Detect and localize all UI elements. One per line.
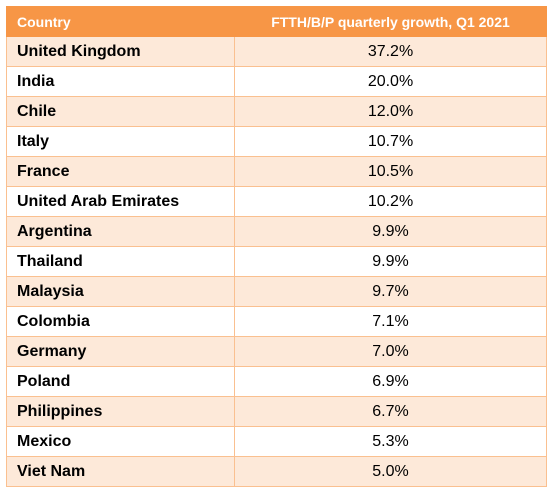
table-row: Philippines 6.7%: [6, 396, 547, 427]
table-row: Poland 6.9%: [6, 366, 547, 397]
table-row: Malaysia 9.7%: [6, 276, 547, 307]
growth-value-cell: 10.7%: [234, 126, 547, 157]
country-cell: Mexico: [6, 426, 235, 457]
growth-value-cell: 10.5%: [234, 156, 547, 187]
growth-value-cell: 5.0%: [234, 456, 547, 487]
country-cell: Poland: [6, 366, 235, 397]
country-cell: Thailand: [6, 246, 235, 277]
growth-value-cell: 20.0%: [234, 66, 547, 97]
table-row: Thailand 9.9%: [6, 246, 547, 277]
table-row: United Kingdom 37.2%: [6, 36, 547, 67]
country-cell: Philippines: [6, 396, 235, 427]
country-cell: Chile: [6, 96, 235, 127]
growth-value-cell: 7.1%: [234, 306, 547, 337]
country-cell: India: [6, 66, 235, 97]
country-cell: Viet Nam: [6, 456, 235, 487]
country-cell: Germany: [6, 336, 235, 367]
growth-value-cell: 6.7%: [234, 396, 547, 427]
table-row: Italy 10.7%: [6, 126, 547, 157]
growth-table-container: Country FTTH/B/P quarterly growth, Q1 20…: [6, 6, 547, 487]
table-row: France 10.5%: [6, 156, 547, 187]
growth-value-cell: 9.9%: [234, 246, 547, 277]
table-row: India 20.0%: [6, 66, 547, 97]
growth-value-cell: 9.7%: [234, 276, 547, 307]
country-cell: United Arab Emirates: [6, 186, 235, 217]
table-row: Mexico 5.3%: [6, 426, 547, 457]
country-cell: United Kingdom: [6, 36, 235, 67]
country-cell: Malaysia: [6, 276, 235, 307]
header-row: Country FTTH/B/P quarterly growth, Q1 20…: [6, 6, 547, 37]
growth-value-cell: 12.0%: [234, 96, 547, 127]
growth-value-cell: 37.2%: [234, 36, 547, 67]
growth-value-cell: 7.0%: [234, 336, 547, 367]
growth-table: Country FTTH/B/P quarterly growth, Q1 20…: [6, 6, 547, 487]
header-country: Country: [6, 6, 235, 37]
growth-value-cell: 10.2%: [234, 186, 547, 217]
country-cell: Italy: [6, 126, 235, 157]
table-row: Germany 7.0%: [6, 336, 547, 367]
country-cell: Colombia: [6, 306, 235, 337]
table-row: Colombia 7.1%: [6, 306, 547, 337]
table-row: United Arab Emirates 10.2%: [6, 186, 547, 217]
header-growth: FTTH/B/P quarterly growth, Q1 2021: [234, 6, 547, 37]
growth-value-cell: 6.9%: [234, 366, 547, 397]
country-cell: France: [6, 156, 235, 187]
growth-value-cell: 5.3%: [234, 426, 547, 457]
table-row: Argentina 9.9%: [6, 216, 547, 247]
table-row: Viet Nam 5.0%: [6, 456, 547, 487]
growth-value-cell: 9.9%: [234, 216, 547, 247]
country-cell: Argentina: [6, 216, 235, 247]
table-row: Chile 12.0%: [6, 96, 547, 127]
table-body: United Kingdom 37.2% India 20.0% Chile 12.0% I…: [6, 36, 547, 487]
